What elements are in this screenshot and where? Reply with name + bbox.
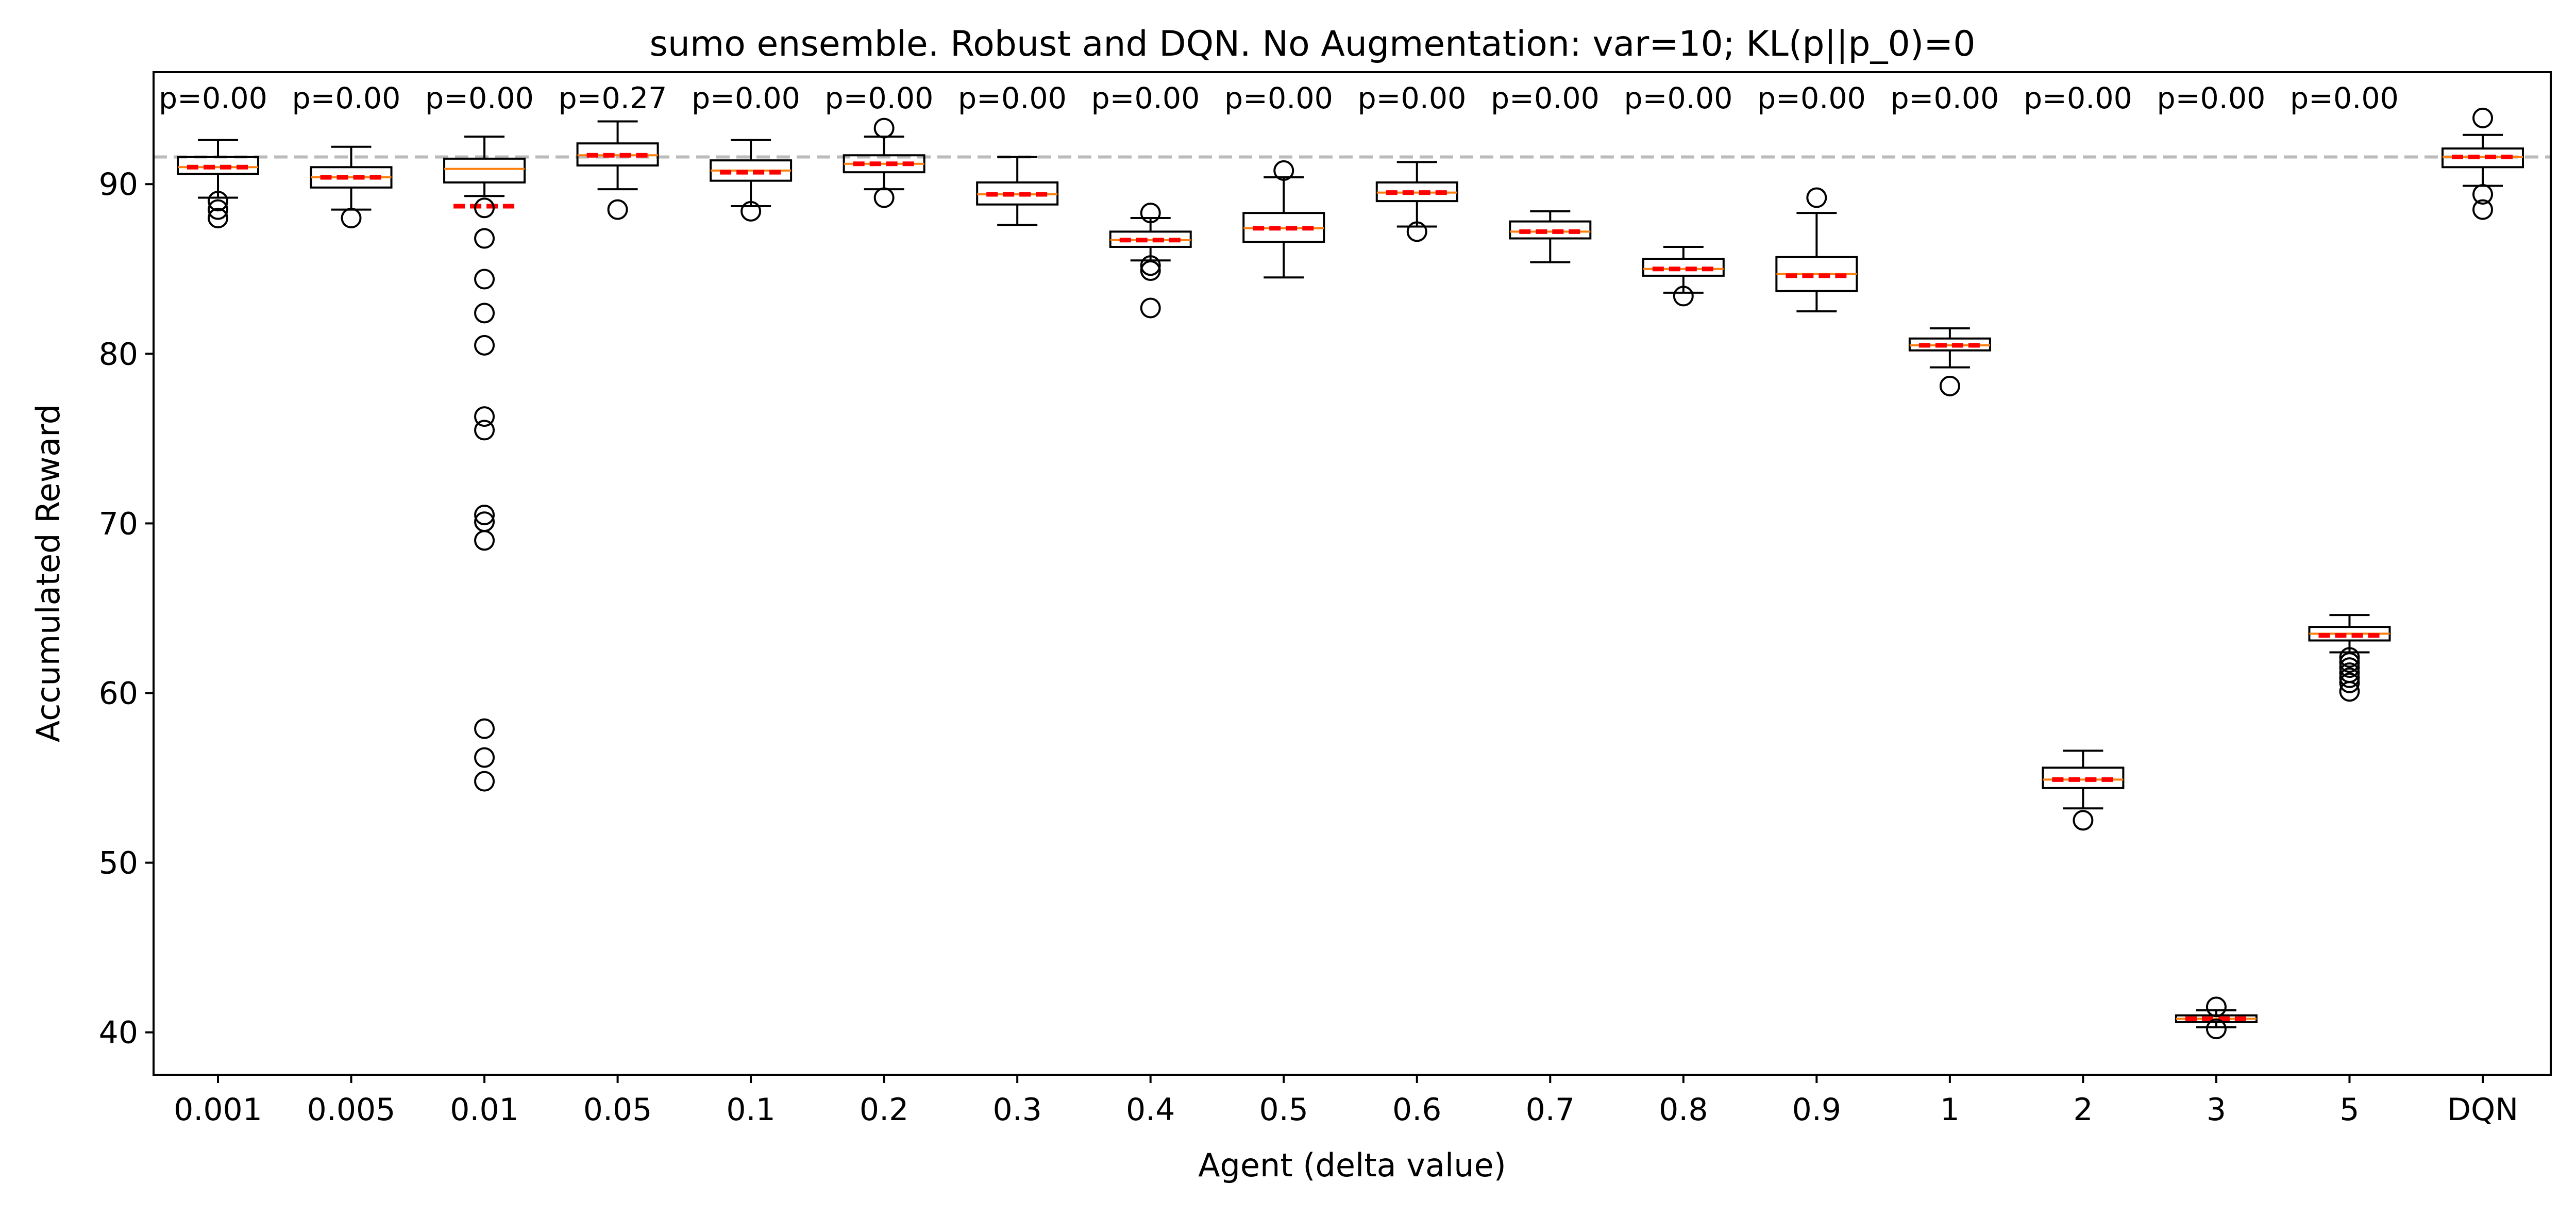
outlier-point [1140,260,1161,281]
x-tick-label: 0.2 [860,1092,908,1128]
p-value-label: p=0.00 [1224,81,1333,115]
p-value-label: p=0.00 [1358,81,1467,115]
p-value-label: p=0.00 [2024,81,2132,115]
outlier-point [474,530,495,551]
y-tick-label: 70 [99,506,138,542]
p-value-label: p=0.00 [292,81,401,115]
p-value-label: p=0.00 [692,81,800,115]
outlier-point [474,718,495,739]
x-tick-label: 0.7 [1526,1092,1575,1128]
x-tick-label: 0.3 [992,1092,1041,1128]
outlier-point [873,187,895,208]
box-iqr [1509,220,1592,240]
outlier-point [2472,184,2493,205]
x-tick-label: 5 [2339,1092,2359,1128]
x-tick-label: 2 [2073,1092,2093,1128]
outlier-point [873,118,895,139]
outlier-point [474,228,495,249]
outlier-point [474,335,495,356]
outlier-point [2472,107,2493,128]
outlier-point [2339,657,2360,678]
outlier-point [474,269,495,290]
box-iqr [443,157,526,184]
p-value-label: p=0.00 [425,81,534,115]
plot-area: 40 50 60 70 80 90 0.001 0.005 0.01 0.05 0.1 0.2 0.3 0… [99,81,2551,1128]
y-tick-label: 50 [99,845,138,881]
outlier-point [474,771,495,792]
outlier-point [341,208,362,229]
x-tick-label: 0.8 [1659,1092,1708,1128]
outlier-point [474,197,495,219]
x-tick-label: 0.001 [174,1092,262,1128]
x-tick-label: 1 [1940,1092,1960,1128]
p-value-label: p=0.00 [159,81,267,115]
y-tick-label: 80 [99,336,138,372]
outlier-point [2339,681,2360,702]
outlier-point [474,406,495,427]
x-tick-label: 0.4 [1126,1092,1175,1128]
outlier-point [2339,652,2360,673]
outlier-point [1273,160,1294,181]
outlier-point [1673,286,1694,307]
p-value-label: p=0.27 [559,81,667,115]
x-tick-label: 0.6 [1392,1092,1441,1128]
outlier-point [1140,297,1161,319]
p-value-label: p=0.00 [958,81,1067,115]
x-tick-label: 0.9 [1792,1092,1841,1128]
box-iqr [2042,767,2125,789]
outlier-point [208,199,228,220]
x-tick-label: 0.1 [726,1092,775,1128]
outlier-point [1406,221,1427,242]
p-value-label: p=0.00 [1091,81,1200,115]
outlier-point [208,208,228,229]
x-tick-label: 0.01 [450,1092,519,1128]
outlier-point [2205,1019,2227,1040]
outlier-point [2205,996,2227,1018]
p-value-label: p=0.00 [1891,81,1999,115]
outlier-point [474,303,495,324]
outlier-point [740,201,762,222]
outlier-point [1939,375,1960,396]
outlier-point [2073,810,2094,831]
y-tick-label: 90 [99,166,138,203]
p-value-label: p=0.00 [1757,81,1866,115]
outlier-point [474,504,495,525]
outlier-point [1806,187,1827,208]
outlier-point [2472,199,2493,220]
x-tick-label: 0.05 [583,1092,652,1128]
outlier-point [1140,203,1161,224]
p-value-label: p=0.00 [2290,81,2399,115]
x-tick-label: DQN [2447,1092,2518,1128]
x-tick-label: 0.005 [307,1092,396,1128]
x-axis-label: Agent (delta value) [1198,1146,1506,1184]
box-iqr [1642,258,1725,277]
p-value-label: p=0.00 [1624,81,1733,115]
plot-frame [153,71,2552,1076]
outlier-point [607,199,628,220]
outlier-point [2339,672,2360,693]
chart-title: sumo ensemble. Robust and DQN. No Augmen… [649,24,1975,64]
x-tick-label: 0.5 [1259,1092,1308,1128]
p-value-label: p=0.00 [1491,81,1600,115]
outlier-point [208,191,228,212]
outlier-point [474,420,495,441]
outlier-point [2339,667,2360,688]
p-value-label: p=0.00 [2157,81,2266,115]
outlier-point [474,747,495,768]
y-tick-label: 60 [99,676,138,712]
outlier-point [1140,255,1161,276]
p-value-label: p=0.00 [825,81,934,115]
box-iqr [177,156,259,175]
outlier-point [2339,647,2360,668]
y-tick-label: 40 [99,1015,138,1051]
x-tick-label: 3 [2207,1092,2226,1128]
y-axis-label: Accumulated Reward [29,404,67,742]
